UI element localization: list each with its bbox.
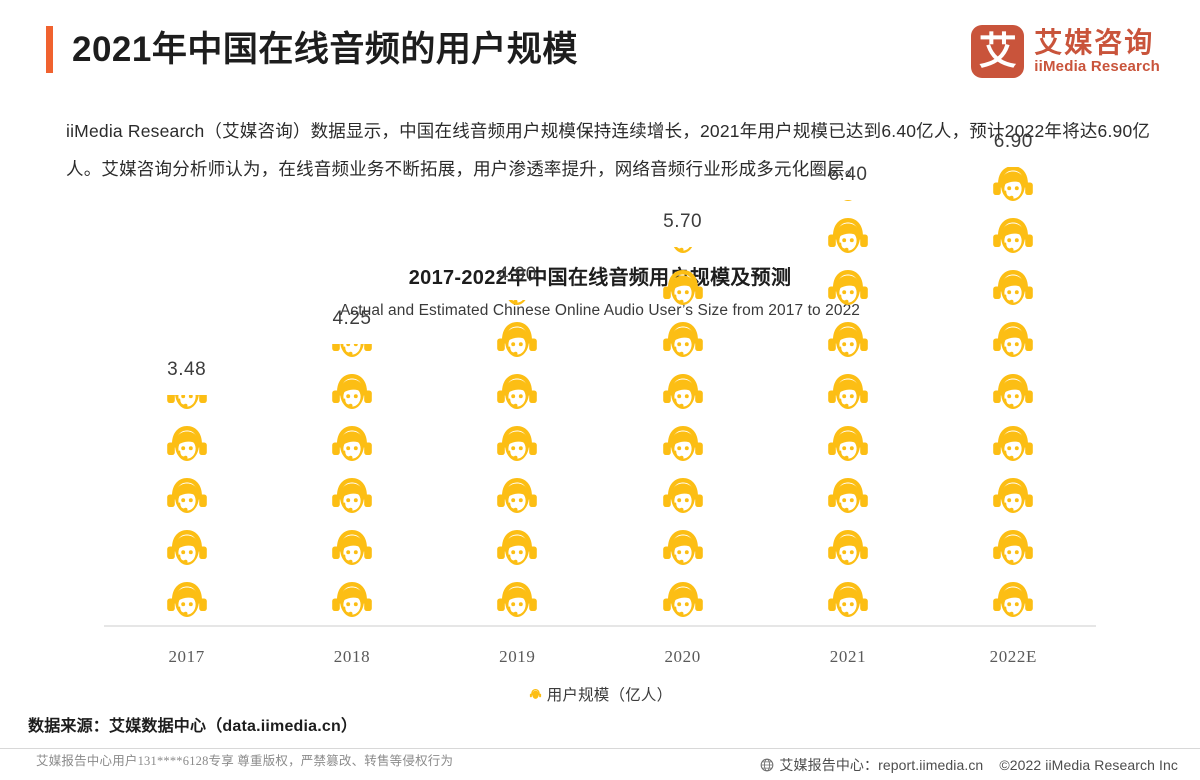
user-headset-icon bbox=[657, 523, 709, 575]
x-axis-line bbox=[104, 625, 1096, 627]
chart-column: 5.70 bbox=[600, 211, 765, 627]
chart-column: 6.40 bbox=[765, 164, 930, 627]
user-headset-icon bbox=[657, 419, 709, 471]
user-headset-icon bbox=[161, 523, 213, 575]
user-headset-icon bbox=[491, 471, 543, 523]
user-headset-icon bbox=[987, 211, 1039, 263]
user-headset-icon bbox=[326, 419, 378, 471]
user-headset-icon bbox=[822, 315, 874, 367]
footer-bar: 艾媒报告中心：report.iimedia.cn ©2022 iiMedia R… bbox=[0, 748, 1200, 780]
data-source: 数据来源：艾媒数据中心（data.iimedia.cn） bbox=[28, 718, 358, 735]
icon-stack bbox=[326, 344, 378, 627]
page-title-group: 2021年中国在线音频的用户规模 bbox=[46, 26, 578, 73]
user-headset-icon bbox=[822, 367, 874, 419]
chart-columns: 3.48 4.25 4.90 5.70 6.40 6.90 bbox=[104, 131, 1096, 627]
page-title: 2021年中国在线音频的用户规模 bbox=[72, 30, 578, 69]
user-headset-icon bbox=[161, 575, 213, 627]
user-headset-icon bbox=[987, 367, 1039, 419]
user-headset-icon bbox=[822, 575, 874, 627]
user-headset-icon-partial bbox=[491, 300, 543, 315]
user-headset-icon bbox=[657, 263, 709, 315]
user-headset-icon-partial bbox=[987, 167, 1039, 211]
x-axis-label: 2018 bbox=[333, 647, 371, 666]
user-headset-icon bbox=[161, 471, 213, 523]
user-headset-icon bbox=[987, 419, 1039, 471]
user-headset-icon bbox=[987, 471, 1039, 523]
icon-stack bbox=[491, 300, 543, 627]
logo-text: 艾媒咨询 iiMedia Research bbox=[1034, 27, 1160, 75]
x-axis-label: 2022E bbox=[989, 647, 1037, 666]
bar-value-label: 3.48 bbox=[167, 359, 207, 380]
user-headset-icon bbox=[822, 211, 874, 263]
logo-mark-glyph: 艾 bbox=[978, 28, 1017, 73]
user-headset-icon bbox=[491, 419, 543, 471]
user-headset-icon bbox=[529, 688, 541, 699]
chart-plot-area: 3.48 4.25 4.90 5.70 6.40 6.90 bbox=[104, 131, 1096, 627]
user-headset-icon-partial bbox=[326, 344, 378, 367]
user-headset-icon bbox=[987, 575, 1039, 627]
bar-value-label: 5.70 bbox=[663, 211, 703, 232]
footer-bar-content: 艾媒报告中心：report.iimedia.cn ©2022 iiMedia R… bbox=[760, 755, 1178, 775]
user-headset-icon bbox=[657, 471, 709, 523]
x-axis-label: 2019 bbox=[499, 647, 536, 666]
user-headset-icon bbox=[822, 419, 874, 471]
footer-site[interactable]: 艾媒报告中心：report.iimedia.cn bbox=[779, 757, 984, 773]
user-headset-icon bbox=[491, 315, 543, 367]
user-headset-icon bbox=[822, 471, 874, 523]
user-headset-icon bbox=[822, 263, 874, 315]
user-headset-icon bbox=[657, 575, 709, 627]
legend-label: 用户规模（亿人） bbox=[546, 687, 673, 704]
bar-value-label: 6.90 bbox=[993, 131, 1033, 152]
user-headset-icon bbox=[326, 471, 378, 523]
user-headset-icon bbox=[987, 263, 1039, 315]
user-headset-icon bbox=[326, 575, 378, 627]
x-axis-label: 2017 bbox=[168, 647, 205, 666]
user-headset-icon bbox=[161, 419, 213, 471]
icon-stack bbox=[987, 167, 1039, 627]
chart-column: 4.90 bbox=[435, 264, 600, 627]
x-axis-labels: 2017 2018 2019 2020 2021 2022E bbox=[104, 647, 1096, 667]
icon-stack bbox=[161, 395, 213, 627]
user-headset-icon-partial bbox=[822, 200, 874, 211]
footer-copyright: ©2022 iiMedia Research Inc bbox=[999, 757, 1178, 773]
user-headset-icon bbox=[657, 315, 709, 367]
user-headset-icon bbox=[491, 367, 543, 419]
logo-name-en: iiMedia Research bbox=[1034, 58, 1160, 75]
icon-stack bbox=[657, 247, 709, 627]
user-headset-icon bbox=[491, 575, 543, 627]
page-header: 2021年中国在线音频的用户规模 艾 艾媒咨询 iiMedia Research bbox=[0, 0, 1200, 100]
user-headset-icon bbox=[491, 523, 543, 575]
globe-icon bbox=[761, 758, 774, 772]
pictogram-chart: 2017-2022年中国在线音频用户规模及预测 Actual and Estim… bbox=[0, 131, 1200, 704]
watermark-text: 艾媒报告中心用户131****6128专享 尊重版权，严禁篡改、转售等侵权行为 bbox=[36, 754, 454, 768]
chart-column: 6.90 bbox=[931, 131, 1096, 627]
logo-mark-icon: 艾 bbox=[971, 25, 1025, 78]
user-headset-icon-partial bbox=[657, 247, 709, 263]
user-headset-icon-partial bbox=[161, 395, 213, 419]
user-headset-icon bbox=[987, 315, 1039, 367]
x-axis-label: 2021 bbox=[829, 647, 867, 666]
user-headset-icon bbox=[326, 523, 378, 575]
chart-column: 4.25 bbox=[269, 308, 434, 627]
chart-column: 3.48 bbox=[104, 337, 269, 627]
chart-subtitle: Actual and Estimated Chinese Online Audi… bbox=[339, 302, 861, 319]
chart-legend: 用户规模（亿人） bbox=[0, 683, 1200, 705]
bar-value-label: 4.25 bbox=[332, 308, 372, 329]
x-axis-label: 2020 bbox=[664, 647, 701, 666]
user-headset-icon bbox=[987, 523, 1039, 575]
user-headset-icon bbox=[822, 523, 874, 575]
bar-value-label: 4.90 bbox=[497, 264, 537, 285]
brand-logo: 艾 艾媒咨询 iiMedia Research bbox=[971, 25, 1160, 78]
user-headset-icon bbox=[657, 367, 709, 419]
icon-stack bbox=[822, 200, 874, 627]
title-accent-bar bbox=[46, 26, 53, 73]
summary-paragraph: iiMedia Research（艾媒咨询）数据显示，中国在线音频用户规模保持连… bbox=[66, 121, 1151, 179]
bar-value-label: 6.40 bbox=[828, 164, 868, 185]
user-headset-icon bbox=[326, 367, 378, 419]
logo-name-cn: 艾媒咨询 bbox=[1034, 27, 1155, 58]
